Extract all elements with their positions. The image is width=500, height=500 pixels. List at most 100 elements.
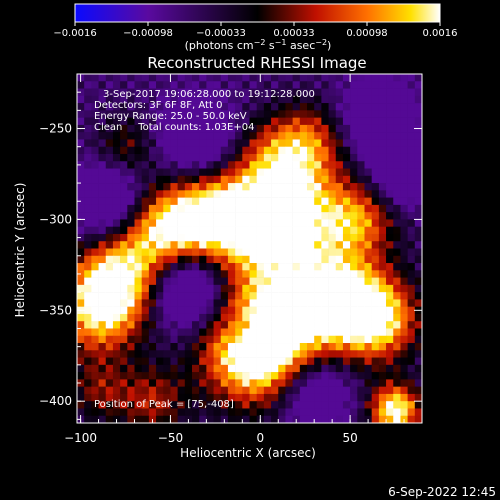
heatmap-cell [141,270,150,278]
heatmap-cell [414,313,423,322]
heatmap-cell [184,95,193,104]
heatmap-cell [134,226,142,235]
heatmap-cell [163,386,171,395]
heatmap-cell [98,401,107,409]
heatmap-cell [206,124,214,133]
heatmap-cell [163,270,171,278]
heatmap-cell [335,139,344,148]
heatmap-cell [371,95,380,104]
heatmap-cell [84,132,92,140]
heatmap-cell [235,168,243,177]
heatmap-cell [98,335,107,344]
heatmap-cell [393,81,401,89]
heatmap-cell [213,139,222,148]
heatmap-cell [249,212,257,220]
heatmap-cell [77,328,85,337]
heatmap-cell [84,350,92,358]
heatmap-cell [84,81,92,89]
heatmap-cell [357,233,365,242]
heatmap-cell [400,299,408,307]
heatmap-cell [199,161,207,169]
heatmap-cell [134,183,142,191]
heatmap-cell [220,401,229,409]
heatmap-cell [314,379,322,387]
heatmap-cell [321,226,329,235]
heatmap-cell [192,328,200,337]
heatmap-cell [105,408,114,417]
heatmap-cell [271,88,279,97]
heatmap-cell [77,110,85,118]
heatmap-cell [91,299,99,307]
heatmap-cell [357,241,365,249]
heatmap-cell [378,393,387,402]
heatmap-cell [177,81,186,89]
heatmap-cell [184,277,193,286]
heatmap-cell [163,233,171,242]
heatmap-cell [378,175,387,184]
heatmap-cell [134,161,142,169]
heatmap-cell [307,117,315,126]
heatmap-cell [400,386,408,395]
heatmap-cell [364,321,372,329]
heatmap-cell [307,233,315,242]
heatmap-cell [127,364,135,373]
heatmap-cell [127,139,135,148]
heatmap-cell [112,255,121,264]
heatmap-cell [242,284,250,293]
heatmap-cell [299,263,308,271]
heatmap-cell [134,212,142,220]
heatmap-cell [249,124,257,133]
heatmap-cell [148,204,157,213]
heatmap-cell [357,124,365,133]
heatmap-cell [263,248,272,257]
heatmap-cell [386,263,394,271]
heatmap-cell [400,379,408,387]
heatmap-cell [378,299,387,307]
heatmap-cell [163,313,171,322]
heatmap-cell [192,343,200,351]
heatmap-cell [242,146,250,155]
heatmap-cell [292,197,301,206]
heatmap-cell [393,139,401,148]
heatmap-cell [105,379,114,387]
heatmap-cell [184,226,193,235]
heatmap-cell [400,197,408,206]
heatmap-cell [213,88,222,97]
heatmap-cell [120,233,128,242]
heatmap-cell [199,306,207,315]
heatmap-cell [357,146,365,155]
heatmap-cell [227,313,236,322]
heatmap-cell [77,95,85,104]
heatmap-cell [220,379,229,387]
heatmap-cell [206,386,214,395]
heatmap-cell [256,183,265,191]
heatmap-cell [77,401,85,409]
heatmap-cell [134,379,142,387]
heatmap-cell [120,343,128,351]
heatmap-cell [292,233,301,242]
heatmap-cell [249,190,257,198]
heatmap-cell [199,299,207,307]
heatmap-cell [177,110,186,118]
heatmap-cell [414,161,423,169]
date-stamp: 6-Sep-2022 12:45 [388,485,496,499]
heatmap-cell [98,299,107,307]
annotation-time-range: 3-Sep-2017 19:06:28.000 to 19:12:28.000 [103,89,315,100]
heatmap-cell [170,350,178,358]
heatmap-cell [328,379,337,387]
heatmap-cell [249,110,257,118]
heatmap-cell [91,321,99,329]
heatmap-cell [220,270,229,278]
heatmap-cell [414,219,423,227]
heatmap-cell [98,255,107,264]
heatmap-cell [148,219,157,227]
heatmap-cell [120,161,128,169]
heatmap-cell [98,88,107,97]
heatmap-cell [371,277,380,286]
heatmap-cell [213,175,222,184]
heatmap-cell [120,212,128,220]
heatmap-cell [112,103,121,111]
heatmap-cell [350,255,358,264]
heatmap-cell [321,219,329,227]
heatmap-cell [170,372,178,380]
